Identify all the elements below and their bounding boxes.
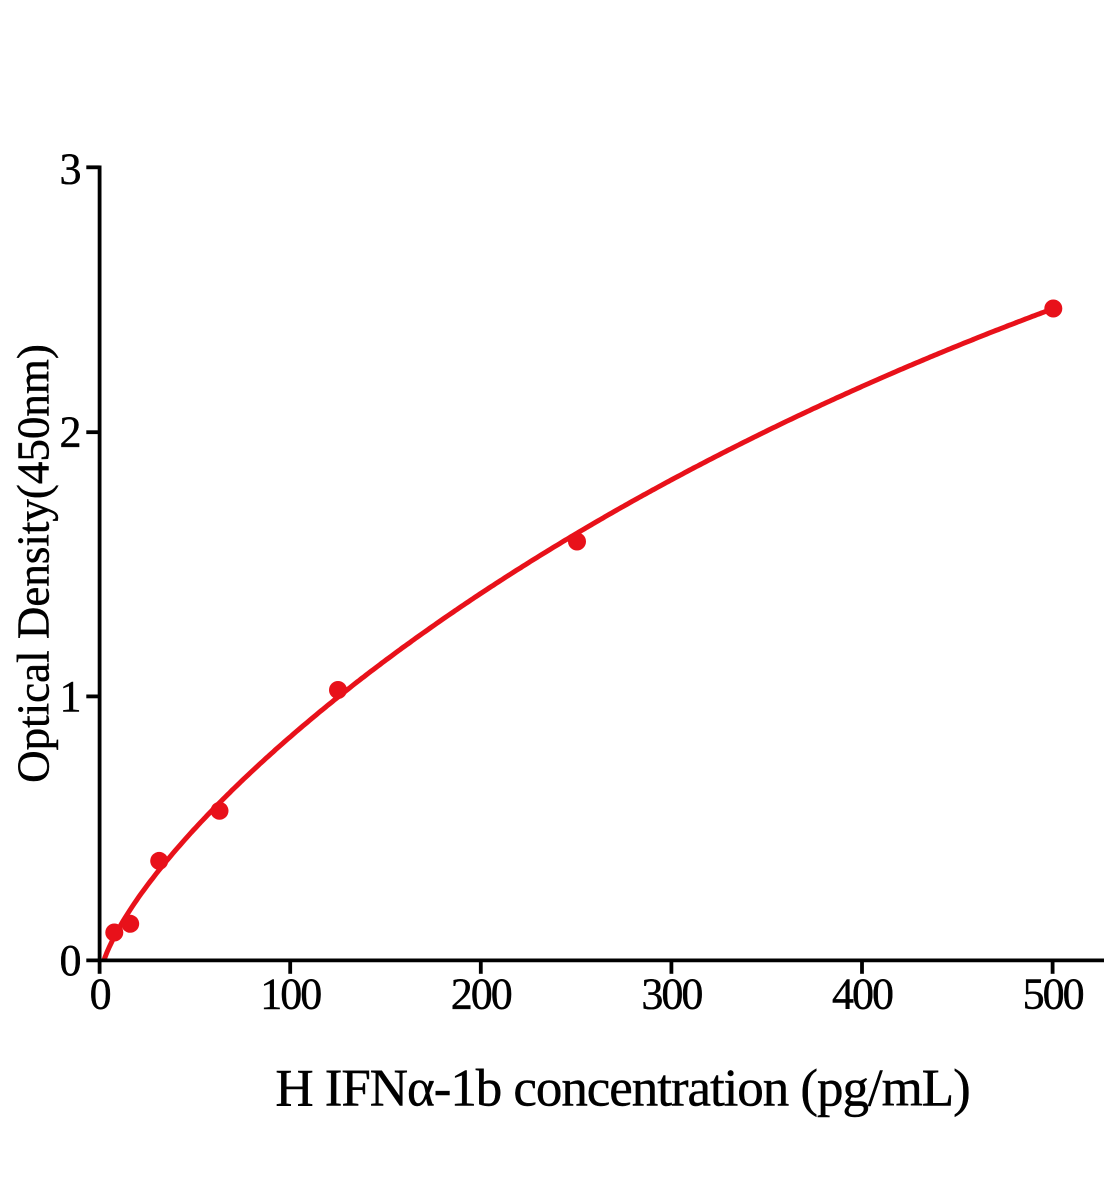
svg-text:3: 3: [60, 145, 82, 194]
svg-text:200: 200: [451, 970, 512, 1019]
svg-text:100: 100: [260, 970, 321, 1019]
svg-text:0: 0: [90, 970, 111, 1019]
svg-text:2: 2: [60, 408, 82, 457]
svg-text:300: 300: [641, 970, 702, 1019]
svg-text:0: 0: [60, 936, 82, 985]
svg-text:400: 400: [832, 970, 893, 1019]
svg-text:H IFNα-1b concentration (pg/mL: H IFNα-1b concentration (pg/mL): [275, 1060, 969, 1118]
svg-text:500: 500: [1023, 970, 1084, 1019]
svg-text:Optical Density(450nm): Optical Density(450nm): [9, 344, 59, 783]
svg-text:1: 1: [60, 672, 82, 721]
